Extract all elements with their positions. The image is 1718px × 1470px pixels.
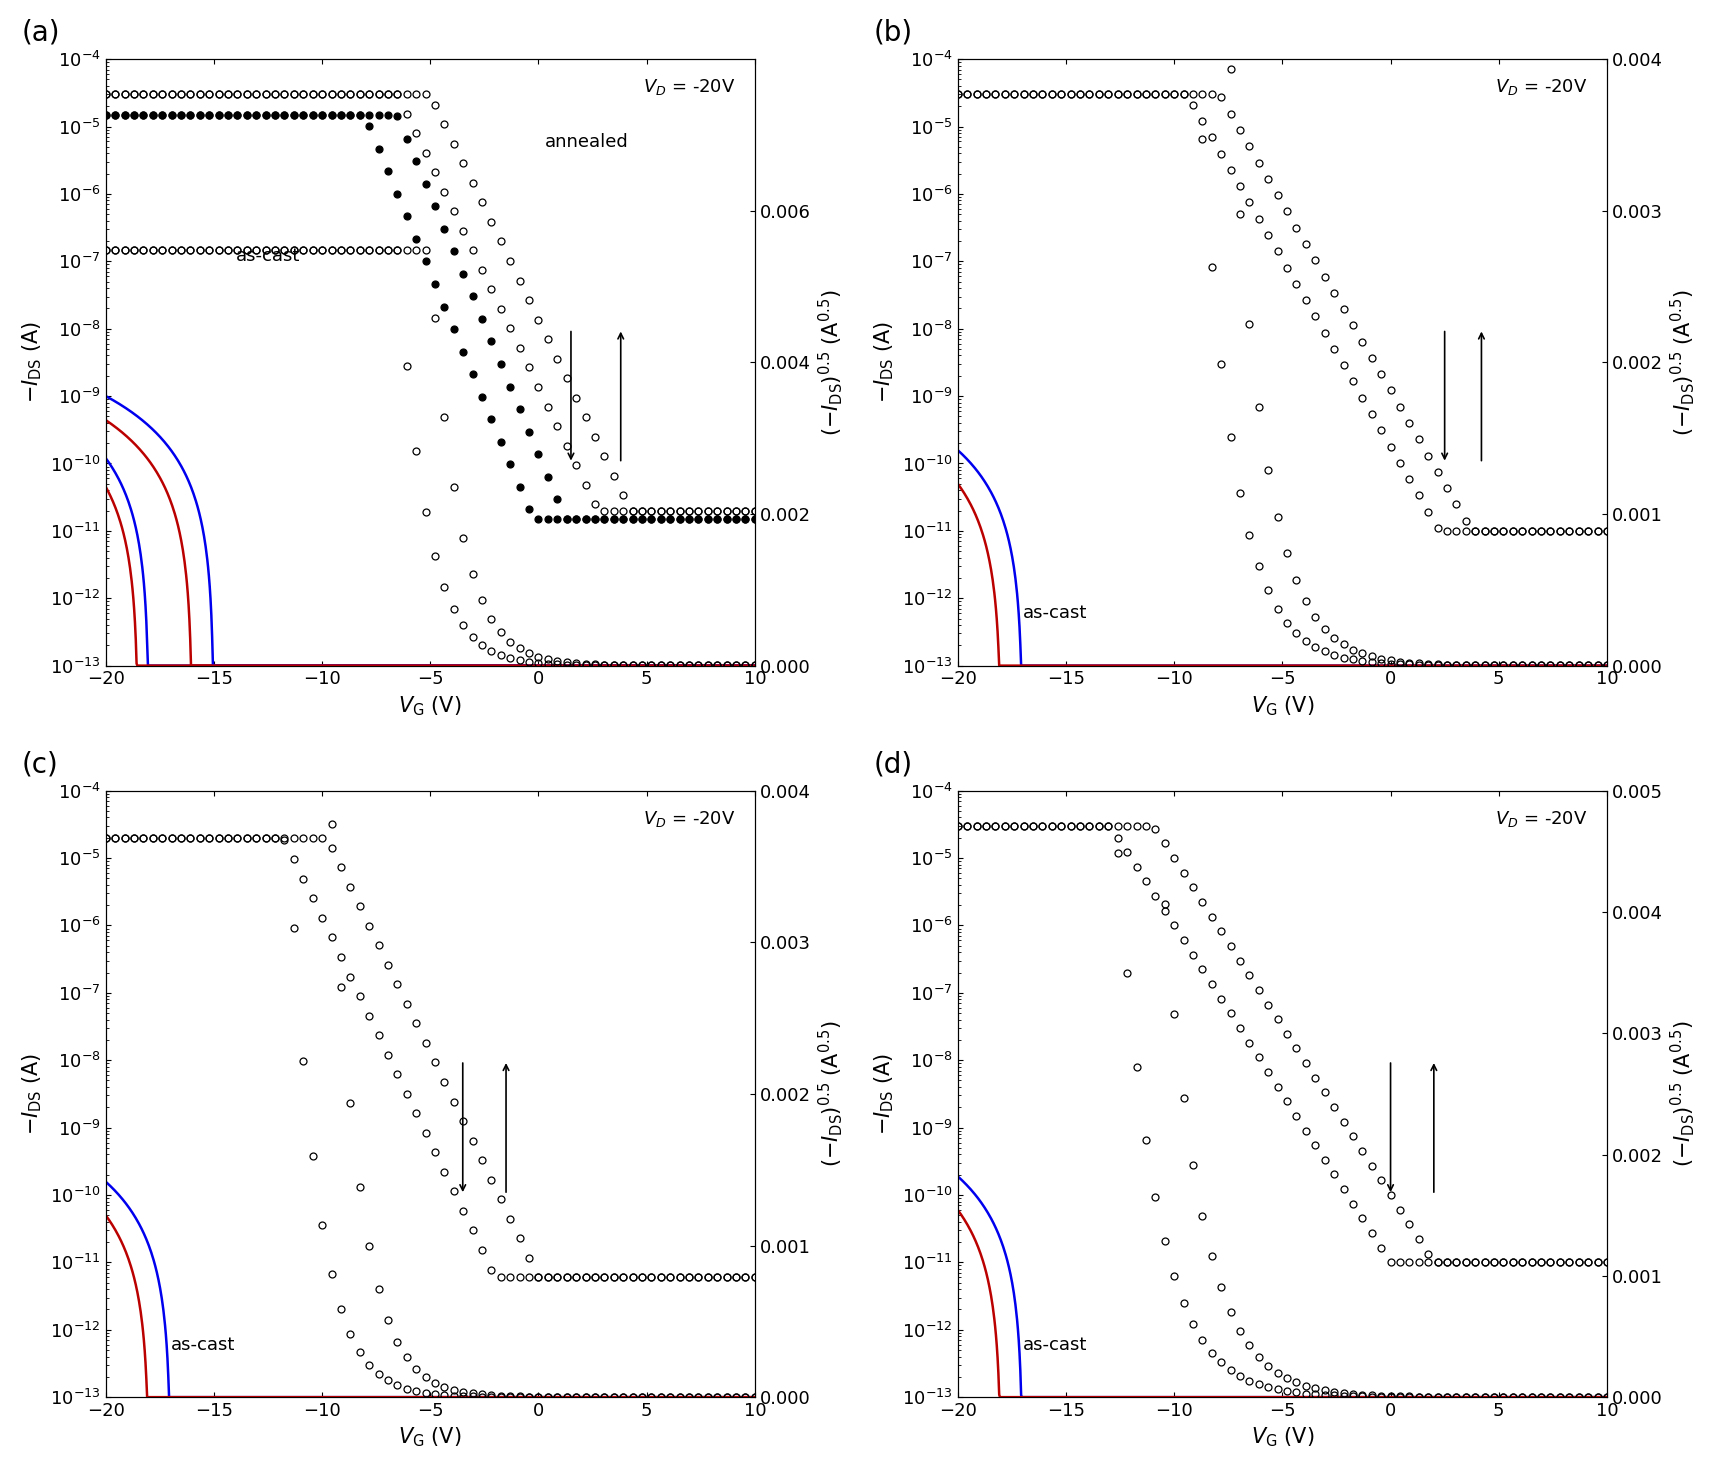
Text: as-cast: as-cast — [235, 247, 301, 265]
Text: $V_D$ = -20V: $V_D$ = -20V — [1495, 78, 1587, 97]
Y-axis label: $-I_{\mathregular{DS}}$ (A): $-I_{\mathregular{DS}}$ (A) — [873, 1053, 897, 1135]
Text: as-cast: as-cast — [1022, 1336, 1087, 1354]
Text: annealed: annealed — [545, 132, 629, 151]
Y-axis label: $(-I_{\mathregular{DS}})^{0.5}$ (A$^{0.5}$): $(-I_{\mathregular{DS}})^{0.5}$ (A$^{0.5… — [1668, 1020, 1697, 1167]
X-axis label: $V_{\mathregular{G}}$ (V): $V_{\mathregular{G}}$ (V) — [1251, 1426, 1314, 1449]
X-axis label: $V_{\mathregular{G}}$ (V): $V_{\mathregular{G}}$ (V) — [399, 1426, 462, 1449]
Text: (d): (d) — [873, 751, 912, 779]
Y-axis label: $-I_{\mathregular{DS}}$ (A): $-I_{\mathregular{DS}}$ (A) — [873, 322, 897, 403]
Y-axis label: $-I_{\mathregular{DS}}$ (A): $-I_{\mathregular{DS}}$ (A) — [21, 1053, 45, 1135]
Y-axis label: $(-I_{\mathregular{DS}})^{0.5}$ (A$^{0.5}$): $(-I_{\mathregular{DS}})^{0.5}$ (A$^{0.5… — [816, 290, 845, 435]
Y-axis label: $(-I_{\mathregular{DS}})^{0.5}$ (A$^{0.5}$): $(-I_{\mathregular{DS}})^{0.5}$ (A$^{0.5… — [816, 1020, 845, 1167]
Text: $V_D$ = -20V: $V_D$ = -20V — [1495, 809, 1587, 829]
Text: $V_D$ = -20V: $V_D$ = -20V — [643, 78, 735, 97]
Text: $V_D$ = -20V: $V_D$ = -20V — [643, 809, 735, 829]
Text: (c): (c) — [21, 751, 58, 779]
Text: as-cast: as-cast — [1022, 604, 1087, 622]
X-axis label: $V_{\mathregular{G}}$ (V): $V_{\mathregular{G}}$ (V) — [399, 694, 462, 717]
Text: as-cast: as-cast — [170, 1336, 235, 1354]
Y-axis label: $-I_{\mathregular{DS}}$ (A): $-I_{\mathregular{DS}}$ (A) — [21, 322, 45, 403]
Text: (b): (b) — [873, 19, 912, 47]
X-axis label: $V_{\mathregular{G}}$ (V): $V_{\mathregular{G}}$ (V) — [1251, 694, 1314, 717]
Text: (a): (a) — [21, 19, 60, 47]
Y-axis label: $(-I_{\mathregular{DS}})^{0.5}$ (A$^{0.5}$): $(-I_{\mathregular{DS}})^{0.5}$ (A$^{0.5… — [1668, 290, 1697, 435]
